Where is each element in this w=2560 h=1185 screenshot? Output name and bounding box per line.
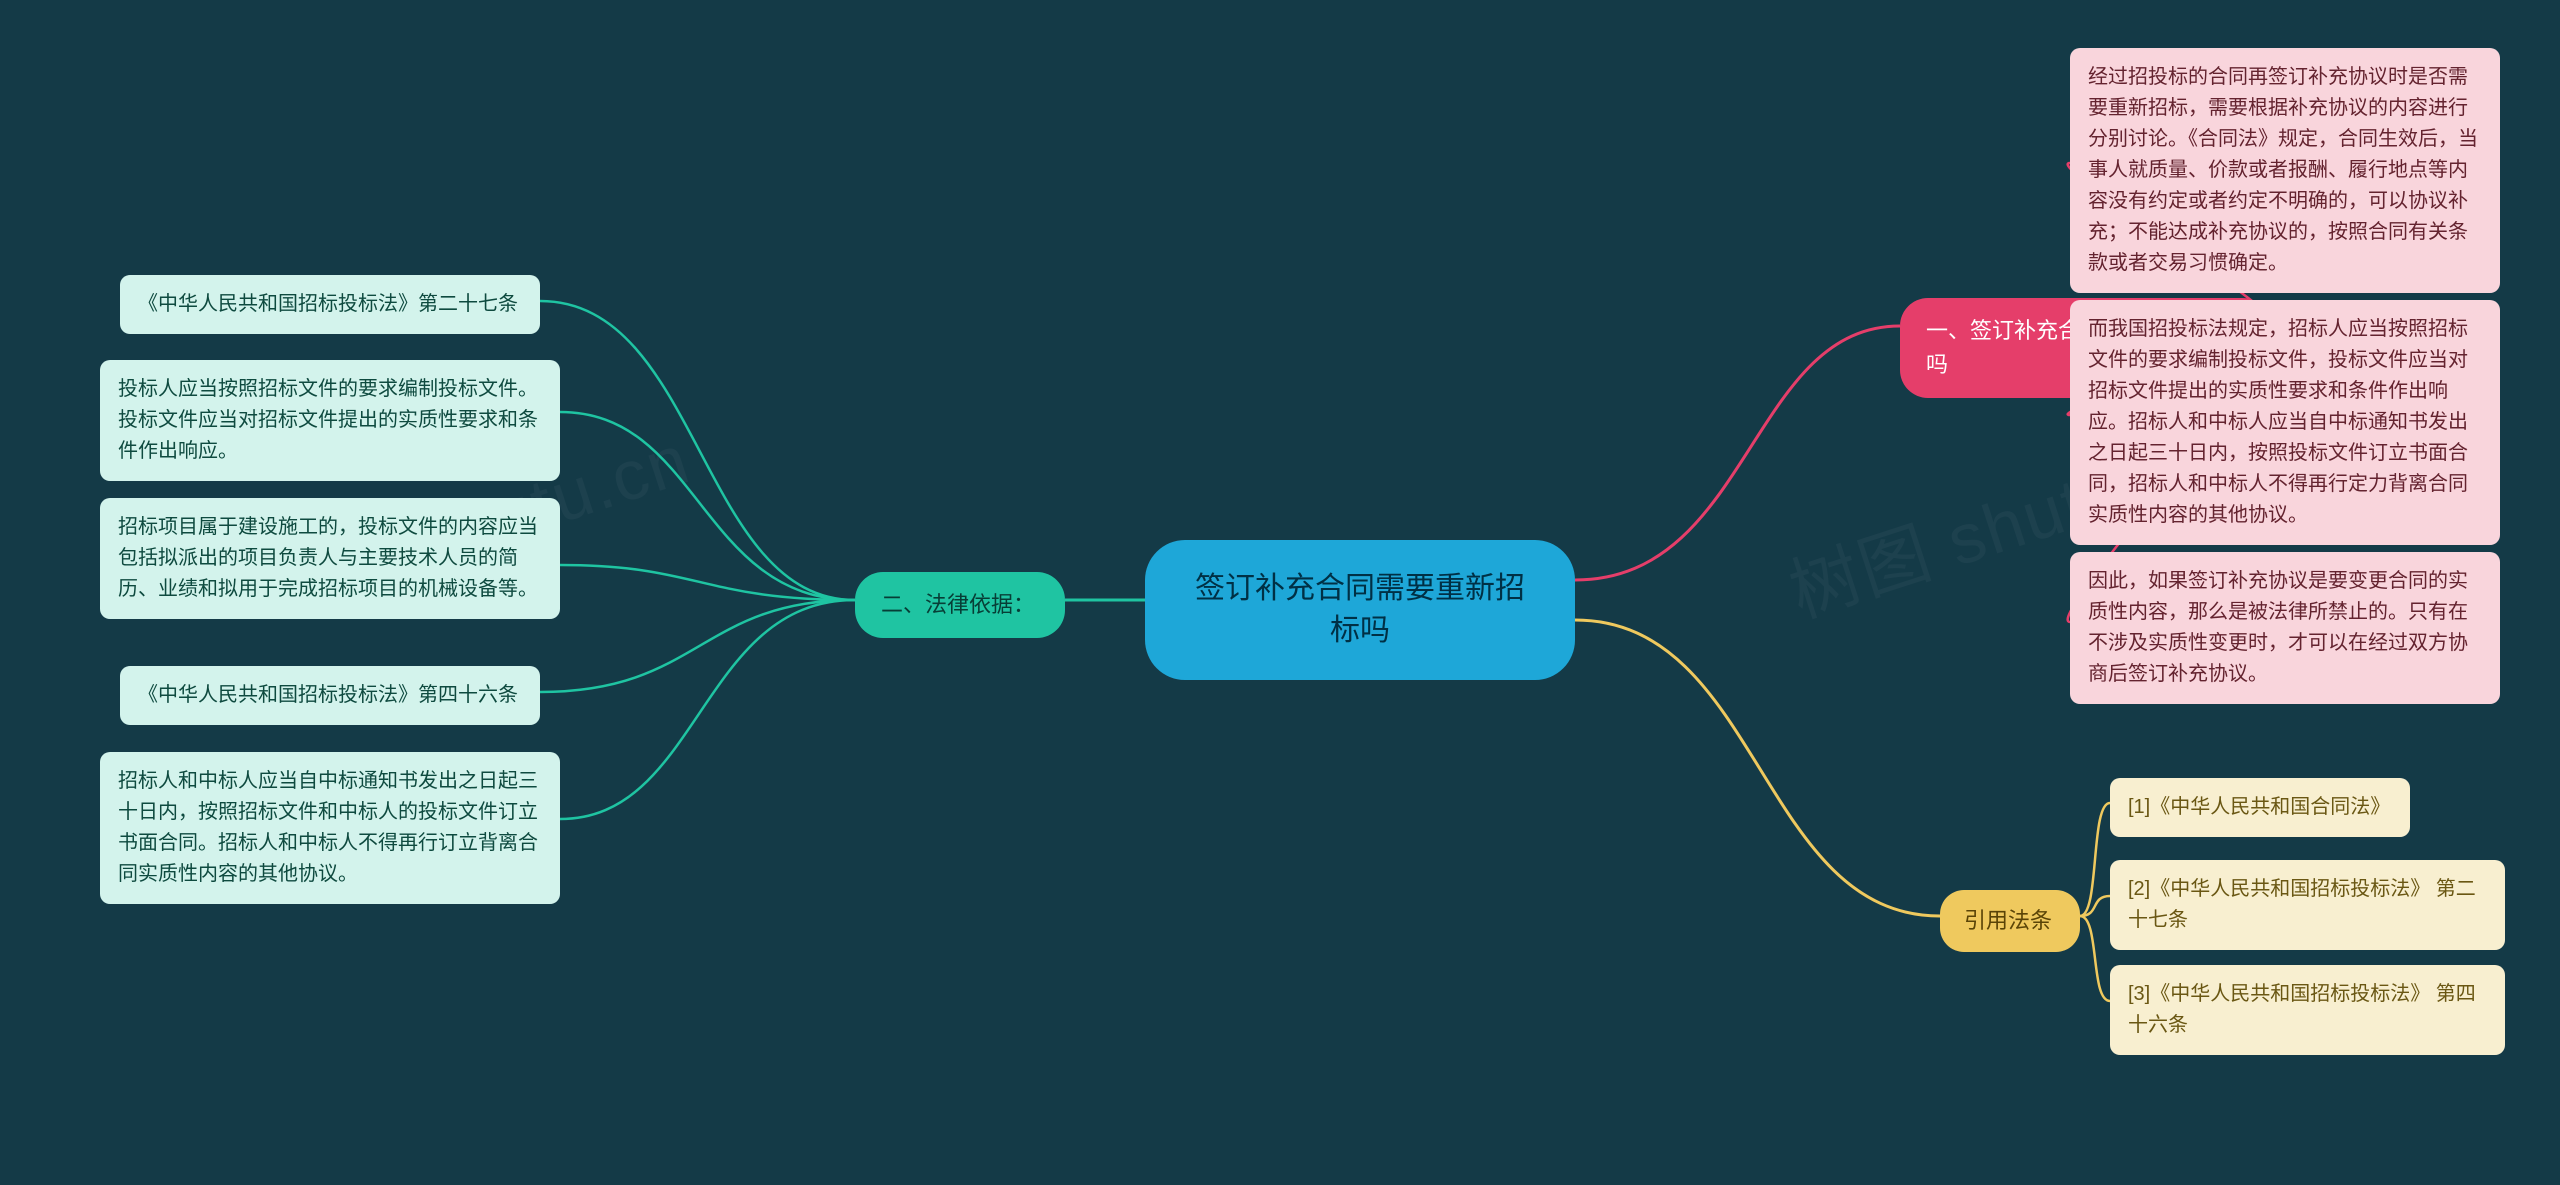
branch-3-leaf-0[interactable]: [1]《中华人民共和国合同法》: [2110, 778, 2410, 837]
branch-2-leaf-4[interactable]: 招标人和中标人应当自中标通知书发出之日起三十日内，按照招标文件和中标人的投标文件…: [100, 752, 560, 904]
branch-1-leaf-0[interactable]: 经过招投标的合同再签订补充协议时是否需要重新招标，需要根据补充协议的内容进行分别…: [2070, 48, 2500, 293]
branch-3-leaf-2[interactable]: [3]《中华人民共和国招标投标法》 第四十六条: [2110, 965, 2505, 1055]
branch-1-leaf-1[interactable]: 而我国招投标法规定，招标人应当按照招标文件的要求编制投标文件，投标文件应当对招标…: [2070, 300, 2500, 545]
branch-3-label: 引用法条: [1964, 908, 2052, 933]
branch-3-leaf-1[interactable]: [2]《中华人民共和国招标投标法》 第二十七条: [2110, 860, 2505, 950]
branch-2-leaf-3[interactable]: 《中华人民共和国招标投标法》第四十六条: [120, 666, 540, 725]
leaf-text: 招标项目属于建设施工的，投标文件的内容应当包括拟派出的项目负责人与主要技术人员的…: [118, 516, 538, 600]
branch-2-leaf-0[interactable]: 《中华人民共和国招标投标法》第二十七条: [120, 275, 540, 334]
leaf-text: 而我国招投标法规定，招标人应当按照招标文件的要求编制投标文件，投标文件应当对招标…: [2088, 318, 2468, 526]
branch-3[interactable]: 引用法条: [1940, 890, 2080, 952]
leaf-text: 《中华人民共和国招标投标法》第四十六条: [138, 684, 518, 706]
branch-2-label: 二、法律依据：: [881, 592, 1035, 617]
branch-2[interactable]: 二、法律依据：: [855, 572, 1065, 638]
leaf-text: 因此，如果签订补充协议是要变更合同的实质性内容，那么是被法律所禁止的。只有在不涉…: [2088, 570, 2468, 685]
leaf-text: 投标人应当按照招标文件的要求编制投标文件。投标文件应当对招标文件提出的实质性要求…: [118, 378, 538, 462]
leaf-text: [3]《中华人民共和国招标投标法》 第四十六条: [2128, 983, 2476, 1036]
branch-2-leaf-1[interactable]: 投标人应当按照招标文件的要求编制投标文件。投标文件应当对招标文件提出的实质性要求…: [100, 360, 560, 481]
leaf-text: 招标人和中标人应当自中标通知书发出之日起三十日内，按照招标文件和中标人的投标文件…: [118, 770, 538, 885]
leaf-text: 《中华人民共和国招标投标法》第二十七条: [138, 293, 518, 315]
leaf-text: [2]《中华人民共和国招标投标法》 第二十七条: [2128, 878, 2476, 931]
branch-2-leaf-2[interactable]: 招标项目属于建设施工的，投标文件的内容应当包括拟派出的项目负责人与主要技术人员的…: [100, 498, 560, 619]
root-label: 签订补充合同需要重新招标吗: [1195, 572, 1525, 647]
branch-1-leaf-2[interactable]: 因此，如果签订补充协议是要变更合同的实质性内容，那么是被法律所禁止的。只有在不涉…: [2070, 552, 2500, 704]
leaf-text: 经过招投标的合同再签订补充协议时是否需要重新招标，需要根据补充协议的内容进行分别…: [2088, 66, 2478, 274]
root-node[interactable]: 签订补充合同需要重新招标吗: [1145, 540, 1575, 680]
leaf-text: [1]《中华人民共和国合同法》: [2128, 796, 2390, 818]
